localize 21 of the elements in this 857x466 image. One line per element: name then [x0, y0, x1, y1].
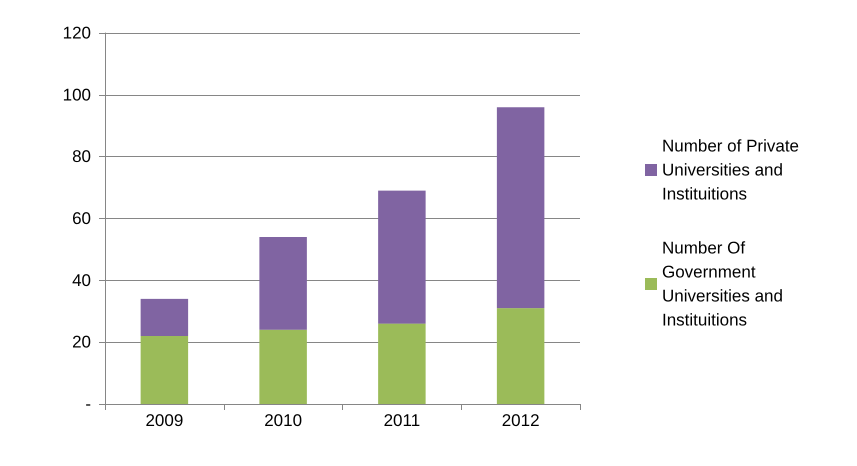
bar — [140, 336, 188, 404]
bar — [496, 308, 544, 404]
bar — [378, 324, 426, 404]
bar — [140, 298, 188, 336]
x-tick-label: 2011 — [384, 411, 420, 430]
y-tick-label: - — [85, 394, 91, 414]
y-tick-label: 40 — [72, 270, 91, 290]
y-tick-label: 100 — [62, 85, 91, 104]
x-tick-label: 2012 — [502, 411, 540, 430]
bar — [496, 107, 544, 308]
bar — [259, 237, 307, 330]
y-tick-label: 120 — [62, 24, 91, 42]
legend-label: Number Of Government Universities and Instituitions — [662, 238, 788, 330]
bar — [259, 330, 307, 404]
x-tick-label: 2009 — [145, 411, 184, 430]
y-tick-label: 80 — [72, 147, 91, 166]
y-tick-label: 60 — [72, 209, 91, 228]
y-tick-label: 20 — [72, 332, 91, 352]
bar — [378, 190, 426, 324]
x-tick-label: 2010 — [264, 411, 302, 430]
legend-label: Number of Private Universities and Instituitions — [662, 136, 804, 204]
